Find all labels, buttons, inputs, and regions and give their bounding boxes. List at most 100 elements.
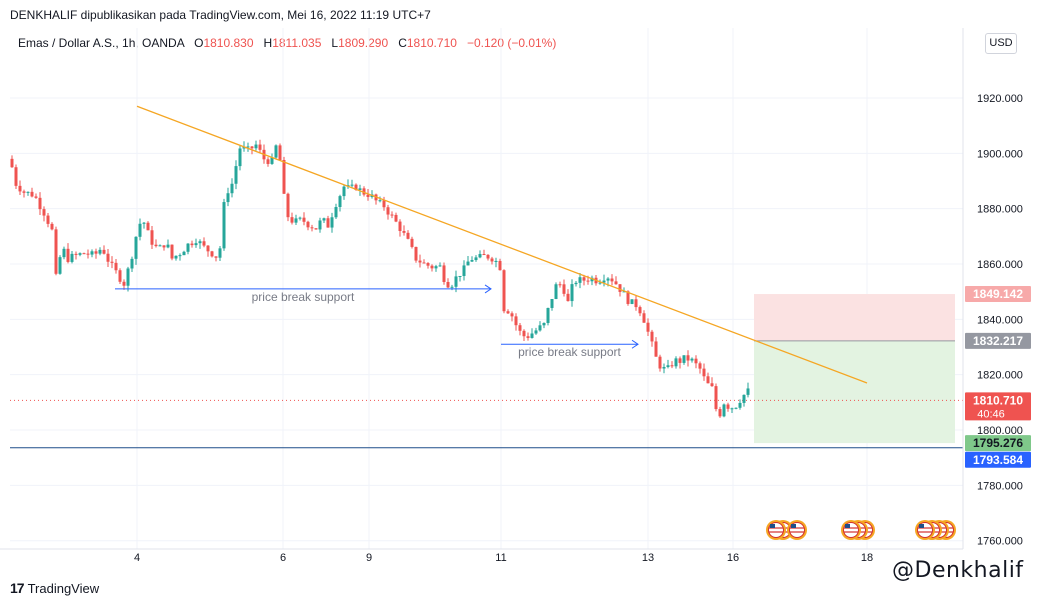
candle [394,212,398,223]
candle [398,219,402,237]
candle-body [610,278,614,282]
candle-body [522,330,526,337]
target-price-label-bg [965,435,1031,452]
candle [514,313,518,331]
x-tick-label: 9 [366,552,372,564]
x-tick-label: 6 [280,552,286,564]
candle [230,178,234,198]
candle-body [514,316,518,326]
candle-body [510,313,514,317]
candle [546,307,550,326]
candle-body [694,358,698,364]
candle-body [714,386,718,410]
target-price-label: 1795.276 [973,436,1023,450]
candle [726,402,730,412]
descending-trendline [136,105,868,384]
candle-body [466,261,470,266]
candle-body [74,253,78,255]
candle [474,255,478,262]
candle-body [626,291,630,304]
low-label: L [331,36,339,50]
entry-price-label: 1832.217 [973,334,1023,348]
candle [322,217,326,223]
candle-body [102,249,106,254]
candle-body [242,146,246,149]
publisher-line: DENKHALIF dipublikasikan pada TradingVie… [10,8,431,22]
time-axis[interactable]: 4 6 9 11 13 16 18 [0,548,963,564]
candle [66,243,70,264]
candle-body [450,286,454,288]
candle [646,318,650,336]
candle-body [494,260,498,262]
candle [634,295,638,311]
candle [462,260,466,281]
candle-body [350,184,354,186]
candle [470,256,474,262]
candle [318,217,322,233]
candle-body [718,409,722,417]
candle-body [326,218,330,228]
candle [202,237,206,248]
candle [18,180,22,195]
candle [590,275,594,286]
candle-body [330,217,334,228]
candle-body [474,257,478,261]
price-break-annotation: price break support [501,339,639,359]
symbol-label[interactable]: Emas / Dollar A.S., 1h, OANDA [18,36,185,50]
candle [182,250,186,256]
arrow-head-icon [631,339,639,349]
candle-body [502,270,506,312]
candle [222,198,226,251]
candle-body [490,258,494,262]
event-flags[interactable] [766,520,956,540]
candle-body [146,222,150,231]
countdown-label: 40:46 [977,408,1005,420]
candle [350,179,354,188]
flag-canton [791,524,796,528]
price-break-annotation: price break support [115,284,492,304]
economic-event-flag-icon [787,520,807,540]
candle-body [470,260,474,262]
candle [426,262,430,269]
tradingview-logo[interactable]: 17 TradingView [10,580,99,596]
candle [282,156,286,194]
candle-body [666,365,670,367]
price-axis[interactable]: 1920.000 1900.000 1880.000 1860.000 1840.000… [962,28,1023,549]
annotation-text: price break support [252,290,355,304]
candle [286,192,290,222]
candle-body [302,217,306,222]
candle-body [106,253,110,262]
candle-body [482,254,486,256]
candle-body [574,282,578,285]
candle-body [342,186,346,197]
currency-button[interactable]: USD [985,33,1017,54]
candle [614,276,618,285]
candle-body [150,230,154,245]
candle-body [358,188,362,190]
high-label: H [263,36,273,50]
candle [298,216,302,221]
candle [498,258,502,271]
candle-body [46,215,50,224]
candle [86,249,90,259]
candle-body [478,254,482,258]
arrow-head-icon [484,284,492,294]
candle-body [282,160,286,194]
candle-body [674,358,678,367]
candle-body [254,144,258,149]
candle [538,321,542,332]
candle-body [446,281,450,288]
candle-body [670,365,674,367]
candle-body [98,249,102,254]
candle-body [222,202,226,249]
candle-body [94,251,98,254]
flag-canton [845,524,850,528]
candle-body [526,336,530,338]
candle-body [506,311,510,314]
candle [494,257,498,268]
candle-body [442,265,446,282]
stop-price-label-bg [965,286,1031,303]
candle [374,193,378,205]
x-tick-label: 4 [134,552,140,564]
